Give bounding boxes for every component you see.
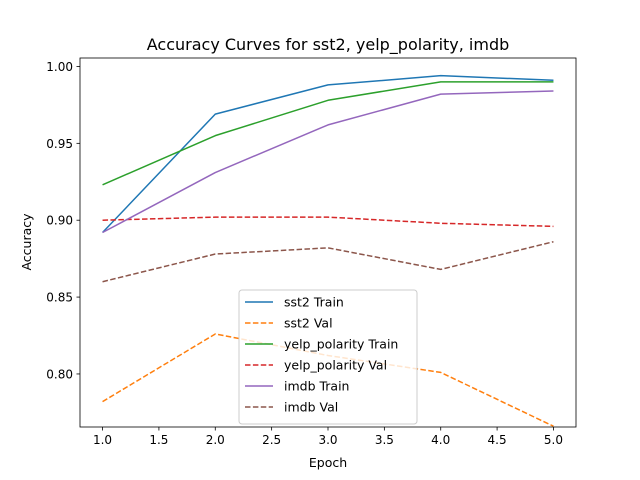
series-line-5 (102, 241, 554, 283)
x-tick-label-7: 4.5 (488, 433, 507, 447)
x-tick-label-5: 3.5 (375, 433, 394, 447)
legend-label-0: sst2 Train (284, 295, 344, 310)
x-tick-label-2: 2.0 (206, 433, 225, 447)
series-line-2 (102, 81, 554, 186)
series-line-3 (102, 216, 554, 228)
series-line-4 (102, 90, 554, 234)
y-tick-label-0: 0.80 (46, 367, 73, 381)
legend-box (238, 289, 418, 425)
y-tick-label-2: 0.90 (46, 214, 73, 228)
x-axis-label: Epoch (309, 455, 347, 470)
y-axis-label: Accuracy (19, 213, 34, 271)
legend-label-5: imdb Val (284, 400, 338, 415)
legend-label-2: yelp_polarity Train (284, 337, 398, 352)
x-tick-label-8: 5.0 (544, 433, 563, 447)
y-tick-label-4: 1.00 (46, 60, 73, 74)
chart-title: Accuracy Curves for sst2, yelp_polarity,… (147, 35, 510, 55)
y-tick-label-3: 0.95 (46, 137, 73, 151)
y-tick-label-1: 0.85 (46, 291, 73, 305)
x-tick-label-1: 1.5 (149, 433, 168, 447)
legend-label-4: imdb Train (284, 379, 350, 394)
x-tick-label-6: 4.0 (431, 433, 450, 447)
x-tick-label-4: 3.0 (318, 433, 337, 447)
x-tick-label-3: 2.5 (262, 433, 281, 447)
legend-label-3: yelp_polarity Val (284, 358, 387, 373)
legend: sst2 Train sst2 Val yelp_polarity Train yel… (238, 289, 418, 425)
series-line-0 (102, 74, 554, 234)
x-tick-label-0: 1.0 (93, 433, 112, 447)
legend-label-1: sst2 Val (284, 316, 333, 331)
